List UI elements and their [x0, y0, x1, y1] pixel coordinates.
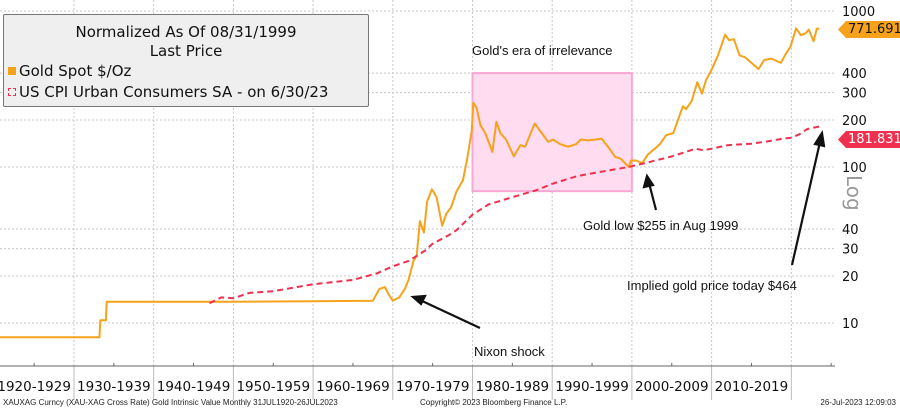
- x-tick-label: 2010-2019: [715, 379, 789, 395]
- legend: Normalized As Of 08/31/1999 Last Price G…: [3, 14, 369, 107]
- cpi-last-value-tag: 181.8318: [838, 131, 900, 148]
- cpi-swatch-icon: [8, 88, 16, 96]
- x-tick-label: 1960-1969: [316, 379, 390, 395]
- x-axis: 1920-1929 1930-1939 1940-1949 1950-1959 1960…: [0, 363, 835, 400]
- y-tick-label: 400: [842, 67, 867, 82]
- legend-label: Gold Spot $/Oz: [19, 62, 132, 80]
- annotation-gold-low: Gold low $255 in Aug 1999: [583, 218, 739, 233]
- y-axis: 10 20 30 40 100 200 300 400 1000: [842, 5, 875, 332]
- x-tick-label: 1980-1989: [476, 379, 550, 395]
- x-tick-label: 1940-1949: [157, 379, 231, 395]
- gold-low-arrow-head: [642, 173, 655, 189]
- legend-title: Normalized As Of 08/31/1999: [75, 23, 297, 41]
- x-tick-label: 1920-1929: [0, 379, 71, 395]
- gold-low-arrow: [647, 182, 658, 211]
- y-tick-label: 30: [842, 243, 859, 258]
- implied-price-arrow: [790, 141, 822, 266]
- gold-swatch-icon: [8, 67, 16, 75]
- legend-item-gold: Gold Spot $/Oz: [4, 61, 368, 82]
- nixon-arrow-head: [410, 294, 427, 306]
- x-tick-label: 1970-1979: [396, 379, 470, 395]
- x-tick-label: 1930-1939: [77, 379, 151, 395]
- y-tick-label: 1000: [842, 5, 875, 20]
- annotation-implied: Implied gold price today $464: [627, 278, 797, 293]
- legend-label: US CPI Urban Consumers SA - on 6/30/23: [19, 83, 329, 101]
- y-tick-label: 300: [842, 87, 867, 102]
- x-tick-label: 1950-1959: [236, 379, 310, 395]
- annotation-arrows: [410, 129, 826, 329]
- log-scale-label: Log: [842, 175, 866, 211]
- implied-price-arrow-head: [813, 129, 826, 148]
- annotation-era: Gold's era of irrelevance: [472, 43, 613, 58]
- y-tick-label: 100: [842, 161, 867, 176]
- annotation-nixon: Nixon shock: [474, 344, 545, 359]
- footer-timestamp: 26-Jul-2023 12:09:03: [820, 398, 896, 407]
- y-tick-label: 200: [842, 114, 867, 129]
- footer-source: XAUXAG Curncy (XAU-XAG Cross Rate) Gold …: [3, 398, 338, 407]
- y-tick-label: 20: [842, 270, 859, 285]
- series-lines: [0, 27, 820, 339]
- legend-subtitle: Last Price: [149, 42, 223, 60]
- gold-series-line: [0, 27, 820, 339]
- gold-last-value-tag: 771.6914: [838, 21, 900, 38]
- legend-item-cpi: US CPI Urban Consumers SA - on 6/30/23: [4, 82, 368, 103]
- irrelevance-highlight-box: [471, 72, 633, 193]
- y-tick-label: 40: [842, 223, 859, 238]
- footer-copyright: Copyright© 2023 Bloomberg Finance L.P.: [420, 398, 568, 407]
- x-tick-label: 1990-1999: [555, 379, 629, 395]
- x-tick-label: 2000-2009: [635, 379, 709, 395]
- y-tick-label: 10: [842, 317, 859, 332]
- nixon-arrow: [419, 299, 481, 329]
